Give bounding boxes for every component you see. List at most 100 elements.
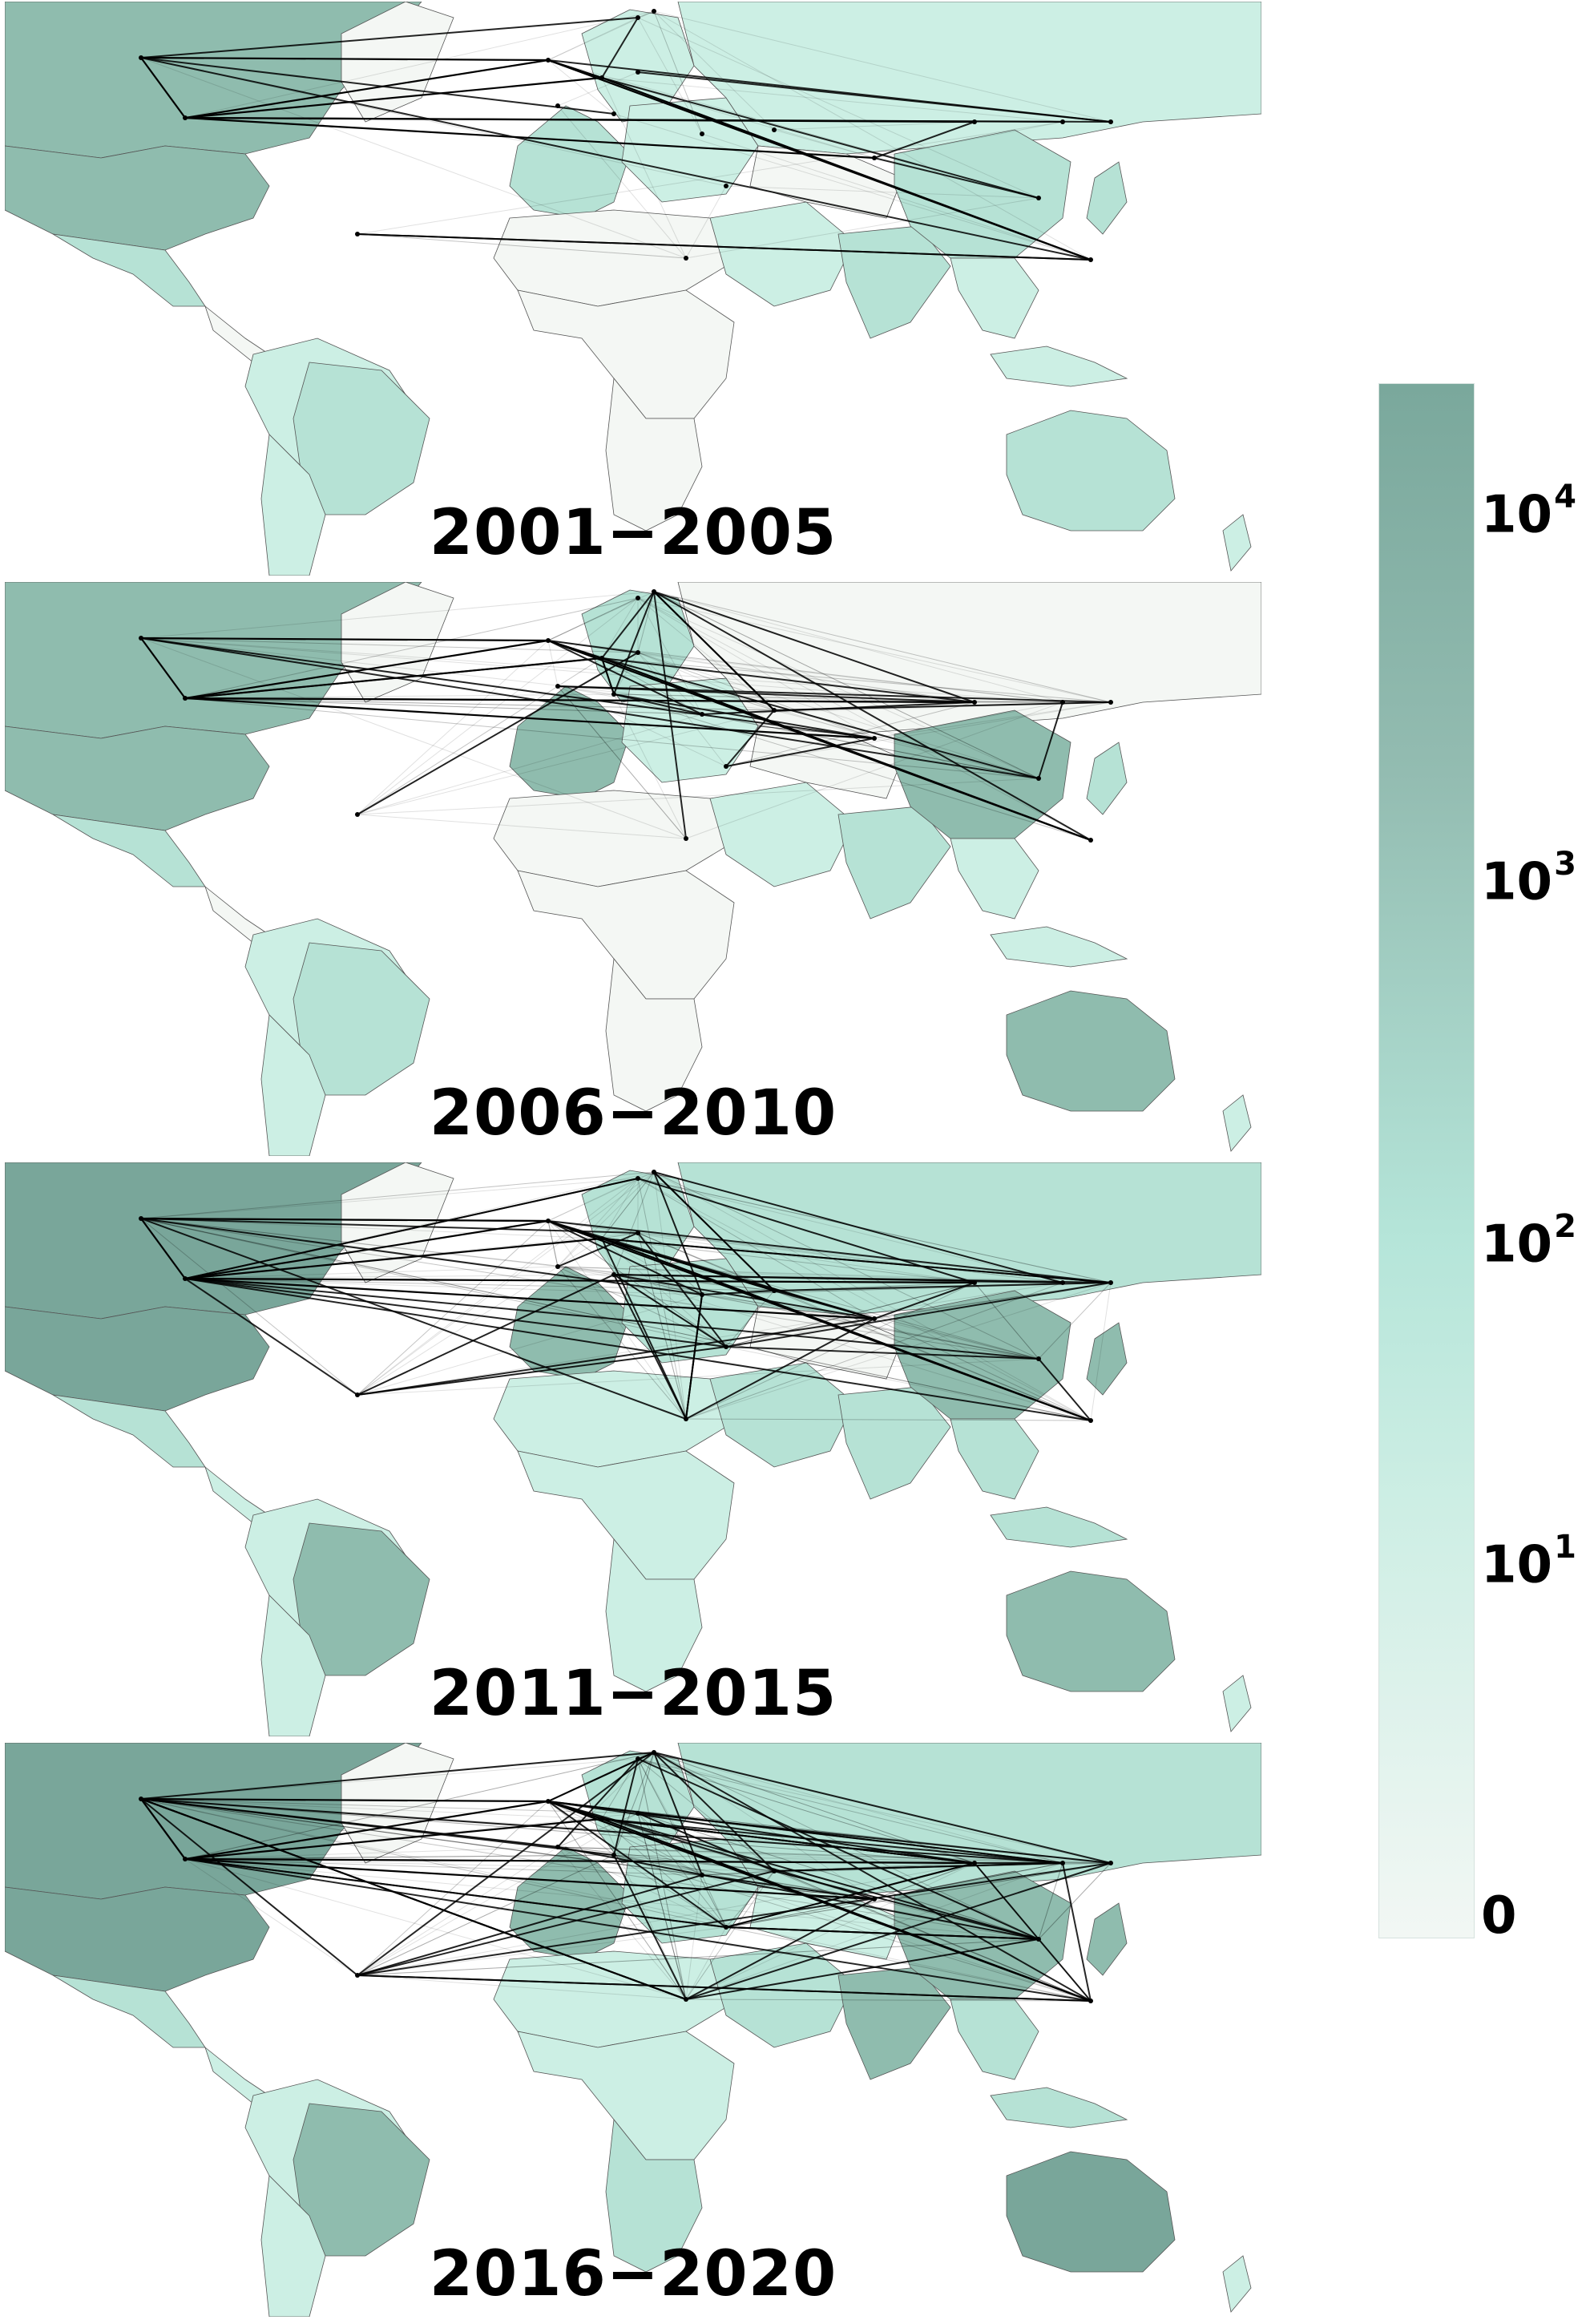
edge <box>773 121 975 131</box>
edge <box>685 1282 1063 1420</box>
edge <box>140 1218 358 1396</box>
colorbar-tick-1e1: 101 <box>1481 1529 1576 1595</box>
edge <box>974 1282 1039 1360</box>
edge <box>184 1278 1039 1360</box>
country-brazil <box>293 942 430 1096</box>
edge <box>637 591 655 653</box>
edge <box>140 57 615 115</box>
edge <box>357 1171 655 1396</box>
edge <box>613 1752 655 1856</box>
edge <box>557 1266 615 1275</box>
edge <box>140 637 1039 779</box>
edge <box>357 1862 1112 1976</box>
edge <box>357 685 559 815</box>
node-sg <box>1036 1356 1041 1361</box>
edge <box>637 652 1039 779</box>
edge <box>557 1178 639 1267</box>
edge <box>357 1854 615 1976</box>
edge <box>874 1862 975 1900</box>
edge <box>613 1752 655 1856</box>
edge <box>637 1813 687 2000</box>
edge <box>547 597 639 641</box>
node-ke <box>724 184 728 188</box>
edge <box>140 17 639 59</box>
edge <box>140 637 975 703</box>
edge <box>601 657 1039 779</box>
edge <box>874 1318 1039 1360</box>
edge <box>140 1218 1039 1360</box>
edge <box>685 1318 875 1420</box>
edge <box>701 713 1039 779</box>
edge <box>357 1346 727 1396</box>
edge <box>184 1278 1092 1421</box>
edge <box>140 1798 639 1814</box>
edge <box>653 591 1063 703</box>
edge <box>613 693 1092 841</box>
country-s-america-s <box>260 2175 326 2317</box>
node-usa_e <box>183 1276 188 1281</box>
edge <box>1038 1938 1092 2002</box>
period-title: 2001−2005 <box>429 497 837 569</box>
edge <box>1038 701 1063 779</box>
edge <box>184 1800 549 1861</box>
edge <box>685 1418 1092 1421</box>
edge <box>701 713 1039 779</box>
edge <box>601 1818 727 1928</box>
node-fi <box>636 15 640 20</box>
node-it <box>611 692 616 697</box>
edge <box>613 693 975 703</box>
edge <box>184 1277 975 1284</box>
edge <box>601 1232 639 1239</box>
edge <box>1038 1862 1063 1940</box>
edge <box>601 1232 639 1239</box>
edge <box>547 1178 639 1222</box>
country-greenland <box>341 1162 454 1283</box>
node-za <box>684 256 688 261</box>
node-za <box>684 836 688 841</box>
edge <box>140 1798 1063 1864</box>
edge <box>637 597 1112 703</box>
node-tr <box>700 131 704 136</box>
node-de <box>599 1236 604 1241</box>
country-usa <box>5 725 270 831</box>
edge <box>637 1758 1112 1864</box>
edge <box>140 57 1092 261</box>
edge <box>685 1862 1063 2000</box>
edge <box>653 591 775 711</box>
edge <box>653 591 1112 703</box>
edge <box>701 1294 1039 1360</box>
edge <box>701 713 1039 779</box>
edge <box>601 1238 703 1295</box>
edge <box>613 693 1063 703</box>
edge <box>140 637 1063 703</box>
edge <box>613 1274 703 1295</box>
country-australia <box>1006 410 1176 531</box>
edge <box>140 56 549 62</box>
country-japan <box>1086 1902 1128 1976</box>
node-cn <box>972 1861 977 1865</box>
node-fr <box>555 103 560 108</box>
edge <box>637 597 1092 841</box>
edge <box>637 1813 687 2000</box>
country-africa-s <box>605 377 703 531</box>
node-brazil <box>355 812 360 817</box>
edge <box>725 1862 1112 1928</box>
country-indonesia <box>990 1506 1128 1548</box>
node-jp <box>1108 700 1113 705</box>
edge <box>184 1178 639 1279</box>
edge <box>557 685 687 839</box>
edge <box>637 1232 687 1420</box>
edge <box>637 1758 775 1872</box>
country-s-america-s <box>260 1594 326 1736</box>
node-kr <box>1060 700 1065 705</box>
country-brazil <box>293 1522 430 1676</box>
edge <box>601 1818 703 1876</box>
edge <box>184 1854 615 1860</box>
edge <box>140 1218 727 1348</box>
edge <box>357 1358 1039 1396</box>
edge <box>140 1752 655 1800</box>
edge <box>140 1218 687 1420</box>
node-ke <box>724 1344 728 1349</box>
edge <box>184 1278 703 1295</box>
node-fr <box>555 1845 560 1849</box>
